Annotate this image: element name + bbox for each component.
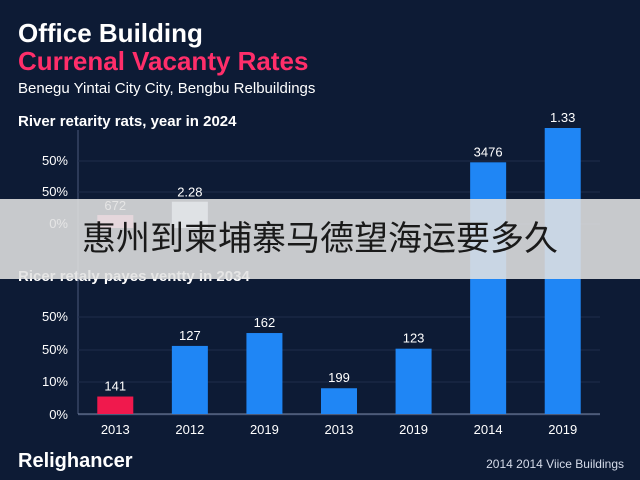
bar-value-label: 162 [254, 315, 276, 330]
bar-value-label: 141 [104, 379, 126, 394]
bar-value-label: 123 [403, 331, 425, 346]
overlay-banner: 惠州到柬埔寨马德望海运要多久 [0, 199, 640, 279]
bar-value-label: 199 [328, 370, 350, 385]
chart-title-line1: Office Building [18, 18, 203, 48]
bar-2012 [171, 345, 208, 414]
x-tick-label: 2019 [399, 422, 428, 437]
x-tick-label: 2013 [101, 422, 130, 437]
bar-value-label: 127 [179, 328, 201, 343]
y-tick-label: 10% [42, 374, 68, 389]
y-tick-label: 50% [42, 153, 68, 168]
y-tick-label: 0% [49, 407, 68, 422]
bar-value-label: 3476 [474, 144, 503, 159]
y-tick-label: 50% [42, 342, 68, 357]
chart-title-line2: Currenal Vacanty Rates [18, 46, 309, 76]
section1-label: River retarity rats, year in 2024 [18, 113, 237, 130]
bar-value-label: 1.33 [550, 110, 575, 125]
y-tick-label: 50% [42, 184, 68, 199]
brand-label: Relighancer [18, 450, 133, 472]
upper-bar-value-label: 2.28 [177, 185, 202, 200]
bar-2019 [246, 333, 283, 414]
x-tick-label: 2014 [474, 422, 503, 437]
y-tick-label: 50% [42, 309, 68, 324]
bar-2013 [321, 388, 357, 414]
bar-2019 [395, 348, 432, 414]
x-tick-label: 2019 [250, 422, 279, 437]
overlay-banner-text: 惠州到柬埔寨马德望海运要多久 [82, 219, 558, 259]
x-tick-label: 2012 [175, 422, 204, 437]
bar-2013 [97, 396, 134, 414]
x-tick-label: 2013 [325, 422, 354, 437]
chart-subtitle: Benegu Yintai City City, Bengbu Relbuild… [18, 80, 316, 97]
x-tick-label: 2019 [548, 422, 577, 437]
footer-note: 2014 2014 Viice Buildings [486, 457, 624, 471]
